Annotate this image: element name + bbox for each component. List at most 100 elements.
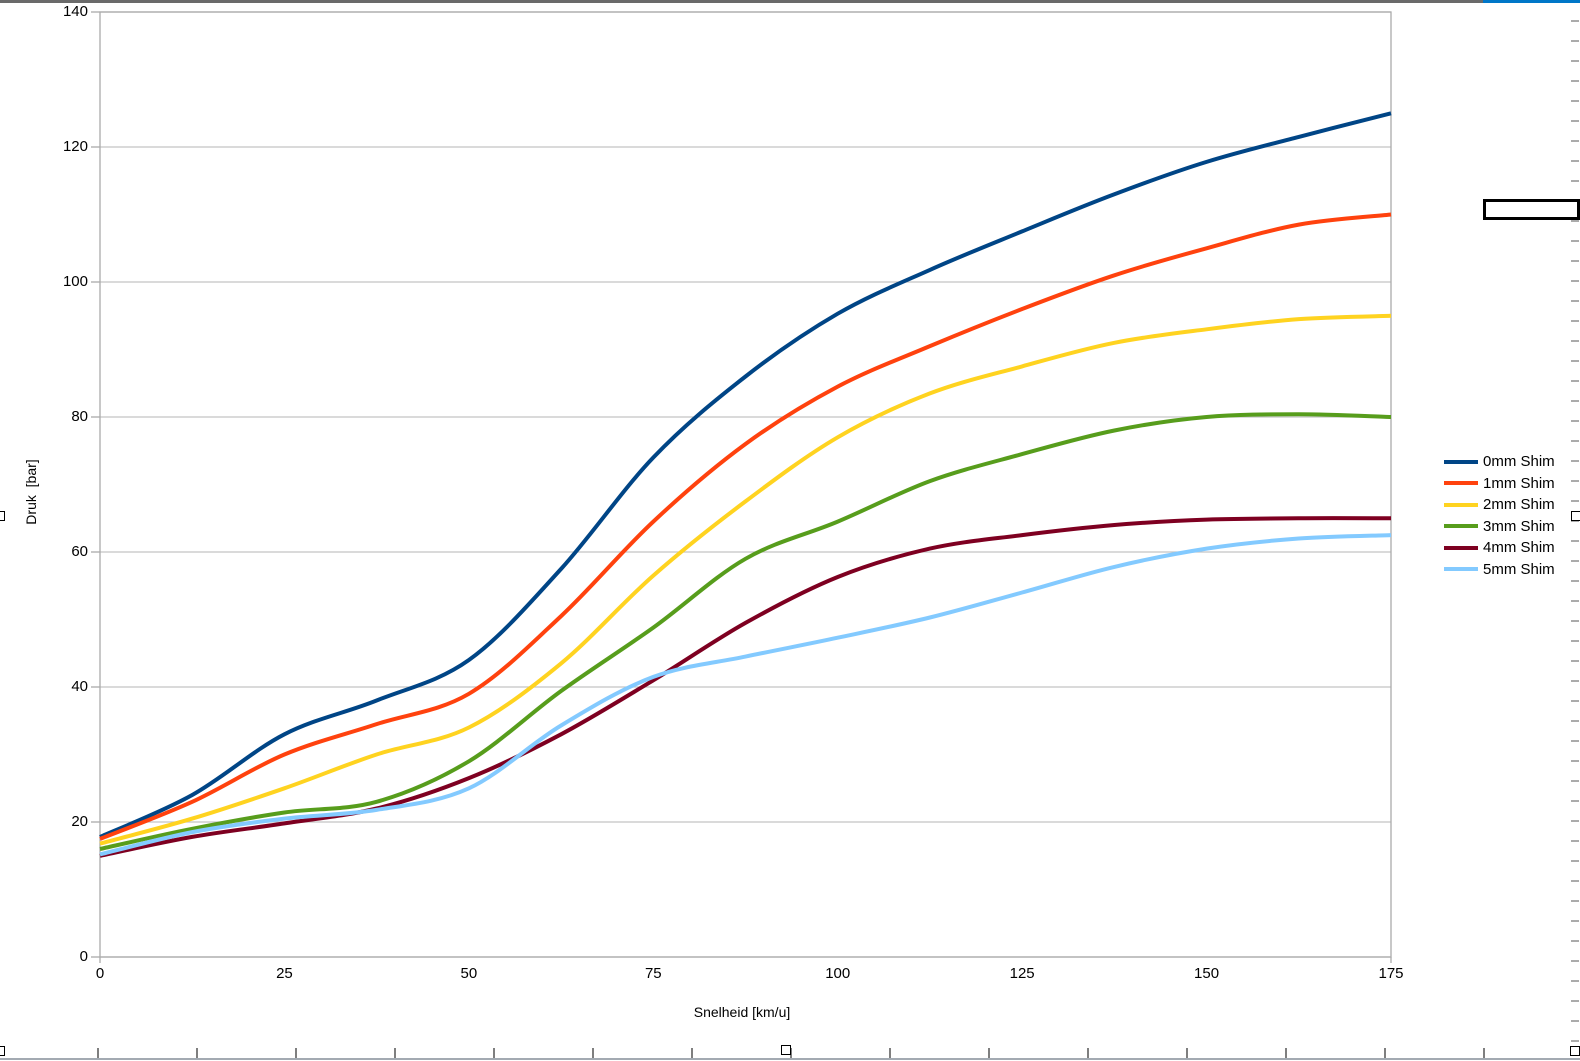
- sheet-row-dash: [1571, 920, 1579, 922]
- sheet-row-dash: [1571, 80, 1579, 82]
- legend-item-0mm-shim: 0mm Shim: [1444, 451, 1574, 473]
- selection-handle-bottom-right[interactable]: [1570, 1046, 1580, 1056]
- cell-border-fragment: [1483, 199, 1580, 220]
- sheet-column-tick: [592, 1048, 594, 1058]
- y-tick-label: 0: [79, 948, 88, 965]
- legend-label: 1mm Shim: [1483, 474, 1555, 492]
- sheet-row-dash: [1571, 20, 1579, 22]
- sheet-grid-bottom-line: [0, 1058, 1580, 1060]
- x-tick-label: 50: [460, 965, 478, 982]
- sheet-row-dash: [1571, 660, 1579, 662]
- sheet-row-dash: [1571, 560, 1579, 562]
- sheet-column-tick: [97, 1048, 99, 1058]
- sheet-row-dash: [1571, 260, 1579, 262]
- sheet-row-dash: [1571, 280, 1579, 282]
- x-tick-label: 125: [1009, 965, 1035, 982]
- sheet-column-tick: [394, 1048, 396, 1058]
- sheet-row-dash: [1571, 760, 1579, 762]
- y-tick-label: 120: [62, 138, 88, 155]
- series-line-0mm-shim[interactable]: [99, 111, 1392, 839]
- sheet-column-tick: [1087, 1048, 1089, 1058]
- sheet-row-dash: [1571, 780, 1579, 782]
- sheet-column-tick: [1186, 1048, 1188, 1058]
- sheet-column-tick: [295, 1048, 297, 1058]
- chart-legend: 0mm Shim 1mm Shim 2mm Shim 3mm Shim 4mm Shim…: [1444, 451, 1574, 580]
- sheet-row-dash: [1571, 160, 1579, 162]
- sheet-row-dash: [1571, 580, 1579, 582]
- sheet-row-dash: [1571, 740, 1579, 742]
- sheet-row-dash: [1571, 380, 1579, 382]
- sheet-row-dash: [1571, 820, 1579, 822]
- legend-label: 4mm Shim: [1483, 539, 1555, 557]
- sheet-row-dash: [1571, 900, 1579, 902]
- sheet-column-tick: [1285, 1048, 1287, 1058]
- sheet-row-dash: [1571, 1000, 1579, 1002]
- y-tick-label: 40: [71, 678, 88, 695]
- series-line-5mm-shim[interactable]: [99, 533, 1392, 857]
- sheet-column-tick: [1384, 1048, 1386, 1058]
- sheet-row-dash: [1571, 480, 1579, 482]
- window-top-edge-blue: [1483, 0, 1580, 3]
- legend-item-3mm-shim: 3mm Shim: [1444, 516, 1574, 538]
- sheet-row-dash: [1571, 720, 1579, 722]
- series-line-3mm-shim[interactable]: [99, 412, 1392, 851]
- legend-swatch: [1444, 567, 1478, 572]
- legend-swatch: [1444, 545, 1478, 550]
- legend-label: 2mm Shim: [1483, 496, 1555, 514]
- sheet-row-dash: [1571, 40, 1579, 42]
- x-axis-title: Snelheid [km/u]: [693, 1004, 791, 1020]
- series-line-4mm-shim[interactable]: [99, 516, 1392, 858]
- plot-border: [99, 11, 1392, 958]
- legend-item-4mm-shim: 4mm Shim: [1444, 537, 1574, 559]
- sheet-column-tick: [988, 1048, 990, 1058]
- x-tick-label: 25: [276, 965, 293, 982]
- legend-swatch: [1444, 524, 1478, 529]
- sheet-row-dash: [1571, 840, 1579, 842]
- legend-item-5mm-shim: 5mm Shim: [1444, 559, 1574, 581]
- sheet-column-tick: [196, 1048, 198, 1058]
- sheet-row-dash: [1571, 440, 1579, 442]
- y-tick-label: 80: [71, 408, 88, 425]
- sheet-row-dash: [1571, 320, 1579, 322]
- y-tick-label: 20: [71, 813, 88, 830]
- sheet-row-dash: [1571, 620, 1579, 622]
- selection-handle-bottom-left[interactable]: [0, 1046, 5, 1056]
- x-tick-label: 75: [644, 965, 662, 982]
- x-tick-label: 0: [95, 965, 105, 982]
- sheet-row-dash: [1571, 100, 1579, 102]
- sheet-row-dash: [1571, 240, 1579, 242]
- sheet-row-dash: [1571, 880, 1579, 882]
- sheet-column-tick: [1483, 1048, 1485, 1058]
- series-line-2mm-shim[interactable]: [99, 313, 1392, 846]
- y-axis-title: Druk [bar]: [23, 459, 39, 525]
- sheet-row-dash: [1571, 520, 1579, 522]
- sheet-row-dash: [1571, 180, 1579, 182]
- sheet-column-tick: [889, 1048, 891, 1058]
- legend-label: 5mm Shim: [1483, 560, 1555, 578]
- legend-label: 0mm Shim: [1483, 453, 1555, 471]
- window-top-edge-gray: [0, 0, 1483, 3]
- x-tick-label: 150: [1194, 965, 1220, 982]
- sheet-row-dash: [1571, 420, 1579, 422]
- sheet-row-dash: [1571, 460, 1579, 462]
- sheet-row-dash: [1571, 680, 1579, 682]
- sheet-row-dash: [1571, 860, 1579, 862]
- y-tick-label: 60: [71, 543, 88, 560]
- selection-handle-right[interactable]: [1571, 511, 1580, 521]
- sheet-row-dash: [1571, 1040, 1579, 1042]
- series-line-1mm-shim[interactable]: [99, 212, 1392, 841]
- sheet-row-dash: [1571, 400, 1579, 402]
- legend-label: 3mm Shim: [1483, 517, 1555, 535]
- sheet-row-dash: [1571, 120, 1579, 122]
- sheet-column-tick: [790, 1048, 792, 1058]
- sheet-row-dash: [1571, 500, 1579, 502]
- legend-item-2mm-shim: 2mm Shim: [1444, 494, 1574, 516]
- selection-handle-bottom-mid[interactable]: [781, 1045, 791, 1055]
- y-tick-label: 140: [62, 3, 88, 20]
- sheet-row-dash: [1571, 300, 1579, 302]
- selection-handle-left[interactable]: [0, 511, 5, 521]
- sheet-column-tick: [493, 1048, 495, 1058]
- x-tick-label: 175: [1378, 965, 1404, 982]
